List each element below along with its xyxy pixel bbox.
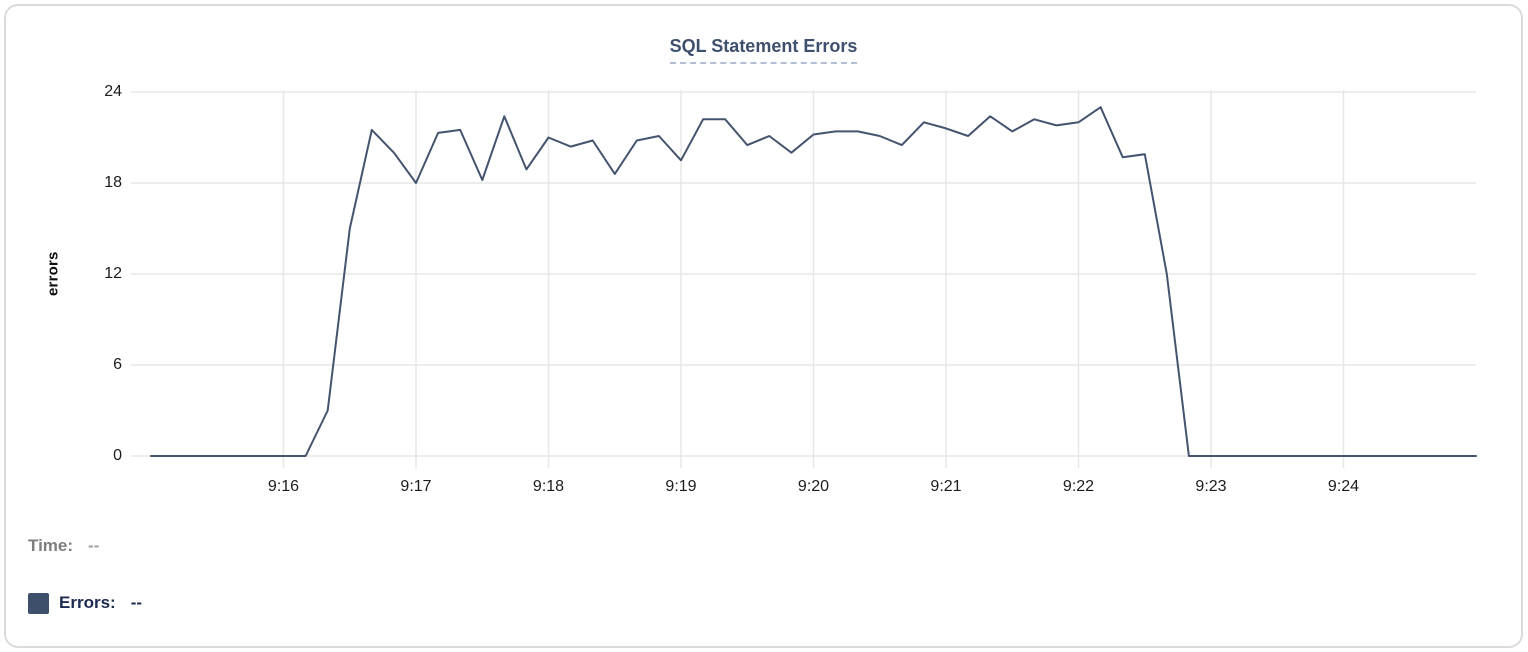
chart-title[interactable]: SQL Statement Errors [669, 36, 858, 64]
x-tick-label: 9:19 [665, 478, 697, 495]
chart-card: SQL Statement Errors 0 6 12 18 24 9:16 9:17 9:… [4, 4, 1523, 648]
y-tick-label: 24 [104, 83, 122, 100]
x-tick-label: 9:16 [267, 478, 300, 495]
tooltip-legend: Time: -- Errors: -- [28, 534, 142, 615]
tooltip-time-value: -- [88, 536, 100, 555]
y-tick-label: 18 [104, 174, 122, 191]
errors-line [150, 106, 1477, 457]
tooltip-time-row: Time: -- [28, 534, 142, 558]
legend-errors-label: Errors: [59, 593, 116, 612]
legend-errors-row: Errors: -- [28, 591, 142, 615]
x-tick-label: 9:20 [797, 478, 830, 495]
y-tick-label: 12 [104, 265, 122, 282]
x-tick-label: 9:23 [1195, 478, 1227, 495]
x-tick-label: 9:21 [930, 478, 962, 495]
y-tick-label: 6 [113, 356, 122, 373]
y-tick-label: 0 [113, 447, 122, 464]
errors-series-swatch [28, 592, 49, 614]
x-tick-label: 9:22 [1062, 478, 1095, 495]
y-axis-label: errors [44, 251, 62, 297]
tooltip-errors-value: -- [130, 593, 143, 612]
x-tick-label: 9:24 [1327, 478, 1360, 495]
errors-line-chart[interactable] [6, 6, 1528, 652]
tooltip-time-label: Time: [28, 536, 74, 555]
x-tick-label: 9:18 [532, 478, 565, 495]
x-tick-label: 9:17 [400, 478, 432, 495]
chart-header: SQL Statement Errors [6, 36, 1521, 64]
